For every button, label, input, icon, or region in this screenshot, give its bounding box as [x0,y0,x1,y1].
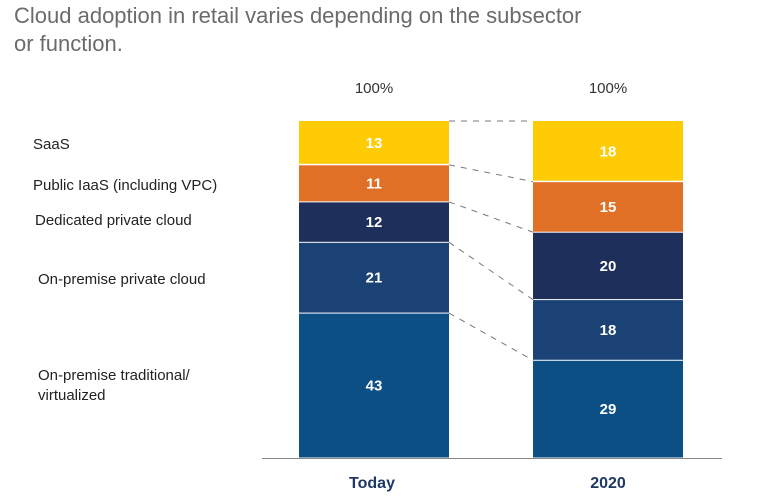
bar-value-label: 18 [600,322,617,339]
bar-segment [299,313,449,458]
connector-line [448,164,534,183]
bar-segment [533,182,683,232]
bar-segment [533,300,683,360]
legend-onpremise-traditional-line-2: virtualized [38,387,106,404]
bar-value-label: 11 [366,175,382,192]
legend-saas: SaaS [33,136,70,153]
bar-segment [299,165,449,202]
bar-segment [533,232,683,300]
bar-segment [533,360,683,458]
x-axis-tick-label: 2020 [590,475,626,492]
bar-value-label: 29 [600,401,617,418]
chart-title-line-1: Cloud adoption in retail varies dependin… [14,3,582,28]
connector-line [448,312,534,361]
chart-title: Cloud adoption in retail varies dependin… [14,2,714,58]
legend-dedicated-private-cloud: Dedicated private cloud [35,212,192,229]
legend-onpremise-private-cloud: On-premise private cloud [38,271,206,288]
bar-value-label: 15 [600,199,617,216]
bar-value-label: 12 [366,214,383,231]
bar-total-label: 100% [589,80,627,97]
bar-segment [299,202,449,242]
bar-total-label: 100% [355,80,393,97]
legend-onpremise-traditional-line-1: On-premise traditional/ [38,367,190,384]
bar-value-label: 13 [366,135,383,152]
bar-value-label: 21 [366,270,383,287]
connector-line [448,241,534,301]
chart-title-line-2: or function. [14,31,123,56]
bar-segment [299,242,449,313]
x-axis-tick-label: Today [349,475,395,492]
connector-line [448,201,534,233]
bar-value-label: 43 [366,378,383,395]
bar-value-label: 20 [600,258,617,275]
bar-segment [299,121,449,164]
legend-public-iaas: Public IaaS (including VPC) [33,177,218,194]
bar-value-label: 18 [600,143,617,160]
bar-segment [533,121,683,181]
